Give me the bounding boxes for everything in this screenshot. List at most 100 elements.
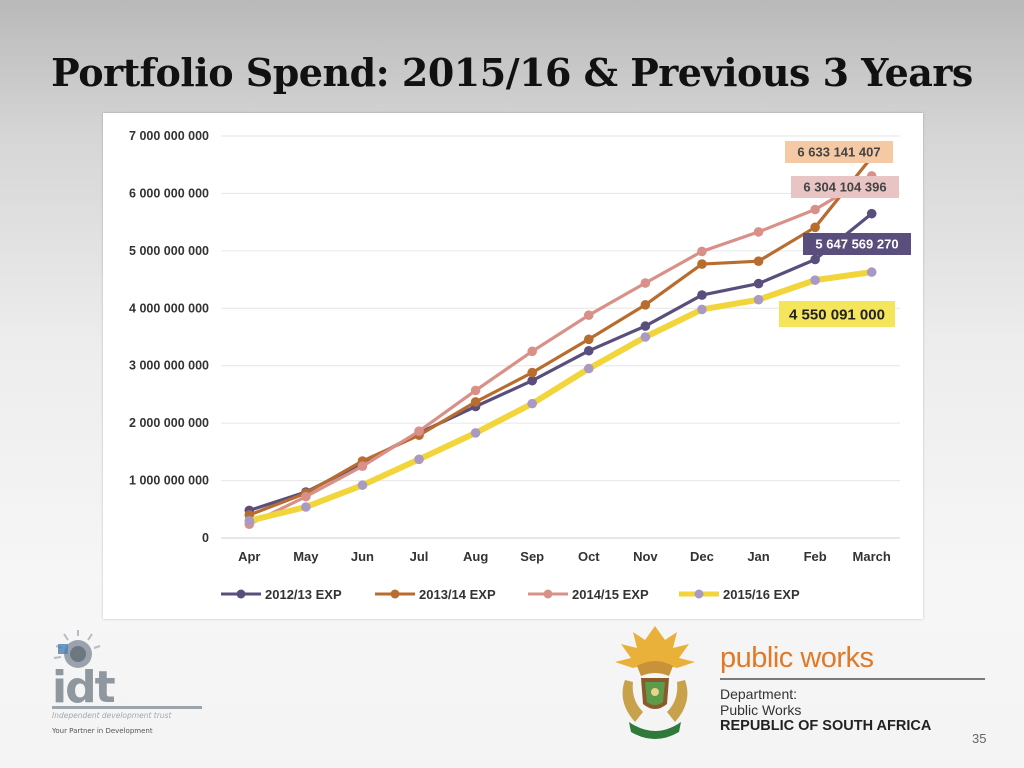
annotation-box	[785, 141, 893, 163]
data-point	[697, 304, 707, 315]
legend-swatch-marker	[390, 589, 400, 599]
legend: 2012/13 EXP 2013/14 EXP 2014/15 EXP 2015/16…	[221, 587, 800, 602]
data-point	[640, 300, 651, 310]
data-point	[527, 375, 538, 386]
annotation-label: 5 647 569 270	[803, 233, 911, 255]
data-point	[583, 363, 594, 374]
series-line	[247, 155, 874, 517]
y-tick-label: 4 000 000 000	[129, 301, 209, 315]
data-point	[527, 346, 538, 357]
data-point	[470, 385, 481, 396]
data-point	[527, 367, 538, 378]
annotation-text: 4 550 091 000	[789, 306, 885, 323]
legend-swatch-marker	[236, 589, 246, 599]
annotation-box	[791, 176, 899, 198]
idt-tagline: Independent development trust	[52, 711, 172, 720]
data-point	[583, 334, 594, 345]
coat-of-arms-icon	[615, 626, 695, 739]
x-tick-label: Aug	[463, 549, 488, 564]
idt-wordmark: idt	[52, 662, 116, 713]
y-tick-label: 0	[202, 531, 209, 545]
legend-label: 2013/14 EXP	[419, 587, 496, 602]
data-point	[810, 204, 820, 215]
series-line	[246, 269, 875, 524]
annotation-label: 4 550 091 000	[779, 301, 895, 327]
data-point	[753, 256, 764, 266]
x-tick-label: Oct	[578, 549, 600, 564]
page-number: 35	[972, 731, 987, 746]
data-point	[357, 480, 368, 490]
data-point	[357, 461, 368, 472]
data-point	[527, 398, 538, 409]
annotation-text: 5 647 569 270	[815, 237, 898, 252]
data-point	[414, 454, 424, 465]
series-line	[247, 174, 874, 526]
annotation-label: 6 304 104 396	[791, 176, 899, 198]
coat-of-arms-logo	[607, 622, 703, 748]
data-point	[866, 208, 877, 219]
data-point	[470, 428, 481, 438]
data-point	[753, 278, 764, 289]
data-point	[583, 310, 594, 320]
data-point	[583, 345, 594, 356]
sun-emblem-icon	[53, 630, 101, 668]
data-point	[697, 290, 707, 300]
data-point	[697, 259, 707, 269]
country-name: REPUBLIC OF SOUTH AFRICA	[720, 718, 932, 734]
annotation-box	[803, 233, 911, 255]
line-chart: 0 1 000 000 000 2 000 000 000 3 000 000 000…	[129, 129, 911, 602]
legend-item: 2013/14 EXP	[375, 587, 496, 602]
data-point	[301, 491, 311, 502]
department-name: Public Works	[720, 702, 802, 718]
data-point	[753, 227, 764, 237]
annotation-text: 6 633 141 407	[797, 145, 880, 160]
data-point	[640, 321, 651, 331]
data-point	[244, 515, 255, 526]
x-tick-label: Jul	[410, 549, 429, 564]
x-tick-label: Jun	[351, 549, 374, 564]
annotation-box	[779, 301, 895, 327]
x-tick-label: May	[293, 549, 319, 564]
chart-panel: 0 1 000 000 000 2 000 000 000 3 000 000 000…	[103, 113, 923, 619]
data-point	[697, 246, 707, 257]
legend-item: 2014/15 EXP	[528, 587, 649, 602]
y-tick-label: 2 000 000 000	[129, 416, 209, 430]
x-tick-label: Jan	[747, 549, 769, 564]
data-point	[810, 275, 820, 285]
legend-item: 2015/16 EXP	[679, 587, 800, 602]
idt-slogan: Your Partner in Development	[51, 727, 153, 735]
slide-title: Portfolio Spend: 2015/16 & Previous 3 Ye…	[51, 50, 973, 95]
data-point	[866, 267, 877, 277]
y-axis-labels: 0 1 000 000 000 2 000 000 000 3 000 000 000…	[129, 129, 209, 545]
data-point	[470, 397, 481, 407]
legend-item: 2012/13 EXP	[221, 587, 342, 602]
idt-logo: idt Independent development trust Your P…	[34, 622, 214, 744]
divider	[720, 678, 985, 680]
x-tick-label: Sep	[520, 549, 544, 564]
x-tick-label: Feb	[804, 549, 827, 564]
legend-label: 2014/15 EXP	[572, 587, 649, 602]
y-tick-label: 1 000 000 000	[129, 474, 209, 488]
legend-swatch-marker	[543, 589, 553, 599]
data-point	[640, 332, 651, 342]
public-works-wordmark: public works Department: Public Works RE…	[720, 642, 990, 734]
legend-label: 2015/16 EXP	[723, 587, 800, 602]
data-point	[810, 222, 820, 233]
y-tick-label: 5 000 000 000	[129, 244, 209, 258]
annotations: 6 633 141 407 6 304 104 396 5 647 569 270 4…	[779, 141, 911, 327]
data-point	[810, 254, 820, 265]
x-axis-labels: Apr May Jun Jul Aug Sep Oct Nov Dec Jan Feb March	[238, 549, 891, 564]
series-2012-13-exp	[244, 208, 877, 516]
x-tick-label: Dec	[690, 549, 714, 564]
department-label: Department:	[720, 686, 798, 702]
y-tick-label: 6 000 000 000	[129, 186, 209, 200]
x-tick-label: Nov	[633, 549, 658, 564]
legend-label: 2012/13 EXP	[265, 587, 342, 602]
data-point	[414, 426, 424, 436]
data-point	[301, 502, 311, 512]
y-tick-label: 3 000 000 000	[129, 359, 209, 373]
annotation-text: 6 304 104 396	[803, 180, 886, 195]
data-point	[753, 294, 764, 305]
series-2015-16-exp	[244, 267, 877, 526]
x-tick-label: March	[853, 549, 891, 564]
